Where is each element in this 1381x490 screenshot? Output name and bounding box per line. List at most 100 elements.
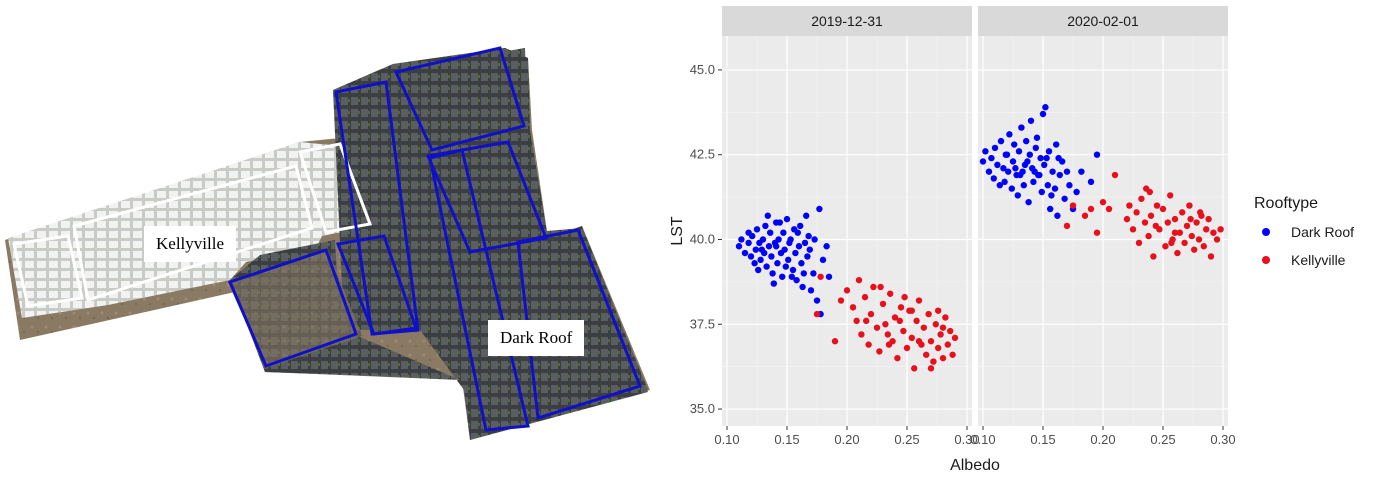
data-point [798,260,805,267]
data-point [759,236,767,243]
data-point [779,273,786,280]
data-point [770,280,777,287]
data-point [935,344,942,352]
data-point [780,229,787,236]
data-point [1099,198,1107,206]
data-point [1026,151,1033,158]
data-point [939,324,947,331]
data-point [1087,178,1095,186]
data-point [805,232,812,240]
data-point [1005,168,1012,175]
x-tick-label: 0.10 [714,432,739,447]
data-point [1018,124,1025,131]
data-point [1152,222,1159,230]
data-point [913,317,920,325]
data-point [1150,253,1157,260]
data-point [806,246,813,253]
data-point [813,310,821,318]
data-point [915,338,923,345]
legend-label-kellyville: Kellyville [1291,252,1346,268]
data-point [757,256,764,264]
data-point [813,297,821,304]
data-point [1073,188,1080,196]
data-point [753,226,761,233]
data-point [825,273,833,280]
data-point [1051,185,1059,192]
data-point [1009,158,1017,165]
data-point [787,236,794,243]
data-point [1038,188,1045,196]
y-axis-title: LST [669,216,686,246]
data-point [785,256,792,264]
data-point [801,239,809,247]
kellyville-block-outlines [12,142,373,308]
data-point [745,239,752,247]
data-point [768,253,775,260]
data-point [1030,178,1037,186]
data-point [1171,215,1179,223]
data-point [1187,215,1194,223]
data-point [1014,192,1021,199]
chart-canvas: 2019-12-31 2020-02-01 0.10 0.15 0.20 0.25 0.… [669,6,1354,474]
data-point [939,354,947,362]
data-point [1153,202,1161,209]
data-point [1191,246,1198,253]
data-point [823,243,830,250]
data-point [882,321,889,328]
legend-marker-kellyville [1262,256,1270,264]
data-point [1021,161,1029,169]
facet-strip-2 [978,6,1228,36]
data-point [1043,154,1050,162]
data-point [1000,165,1007,172]
data-point [1032,144,1039,152]
data-point [1036,171,1043,179]
data-point [942,314,949,321]
data-point [1168,239,1175,247]
data-point [1025,198,1032,206]
data-point [794,229,801,236]
data-point [797,222,804,230]
data-point [996,182,1003,189]
data-point [799,283,806,291]
data-point [745,229,752,236]
data-point [1200,243,1207,250]
data-point [903,344,911,352]
data-point [1066,182,1073,189]
data-point [1078,168,1085,175]
data-point [793,276,800,284]
x-tick-label: 0.30 [954,432,979,447]
data-point [911,365,918,372]
data-point [1181,239,1188,247]
x-tick-label: 0.15 [774,432,799,447]
data-point [831,338,839,345]
data-point [982,148,989,155]
x-tick-label: 0.20 [1090,432,1115,447]
data-point [858,331,865,338]
data-point [901,293,908,301]
data-point [997,137,1005,145]
lst-albedo-scatter-chart: 2019-12-31 2020-02-01 0.10 0.15 0.20 0.25 0.… [660,0,1381,485]
data-point [930,358,937,365]
data-point [1027,117,1035,124]
data-point [863,317,870,325]
data-point [861,293,869,301]
data-point [1047,205,1054,213]
data-point [1195,236,1203,243]
legend: Rooftype Dark Roof Kellyville [1254,195,1354,268]
y-tick-label: 42.5 [690,147,715,162]
data-point [758,246,765,253]
data-point [1055,154,1062,162]
data-point [738,236,745,243]
data-point [908,334,915,342]
data-point [741,249,749,257]
data-point [781,246,788,253]
data-point [1213,236,1221,243]
facet-strip-2-label: 2020-02-01 [1067,13,1139,29]
data-point [1203,226,1210,233]
data-point [773,243,780,250]
data-point [819,256,827,264]
data-point [1126,202,1133,209]
data-point [1207,253,1215,260]
facet-strip-1 [722,6,972,36]
data-point [1164,219,1171,226]
